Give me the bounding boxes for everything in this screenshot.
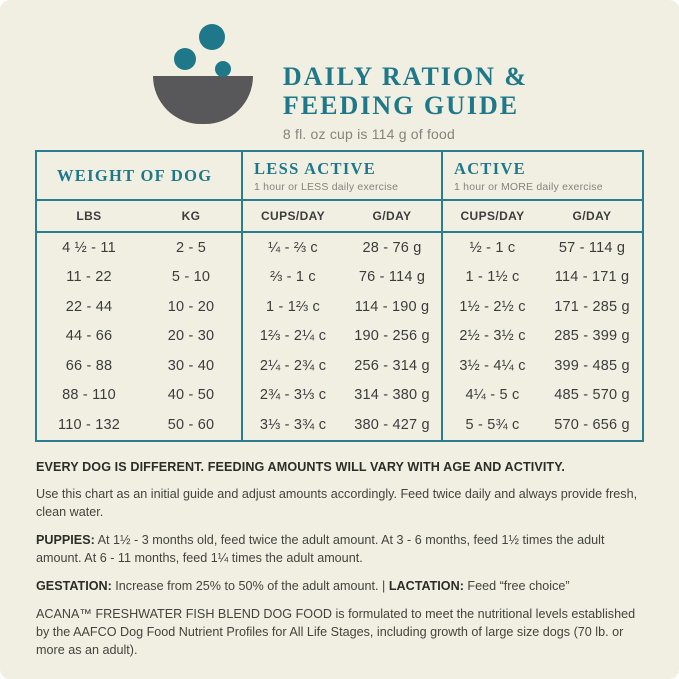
- column-header-cups-day-less: CUPS/DAY: [241, 201, 343, 231]
- table-cell: 114 - 190 g: [354, 298, 430, 315]
- notes-gestation-lactation: GESTATION: Increase from 25% to 50% of t…: [36, 578, 643, 596]
- page-title-line1: DAILY RATION &: [282, 62, 529, 91]
- puppies-text: At 1½ - 3 months old, feed twice the adu…: [36, 533, 605, 565]
- table-cell: 2¼ - 2¾ c: [241, 351, 343, 381]
- section-subtitle: 1 hour or MORE daily exercise: [454, 180, 603, 193]
- table-cell: 399 - 485 g: [554, 357, 630, 374]
- table-row: 110 - 132 50 - 60 3⅓ - 3¾ c 380 - 427 g …: [37, 410, 642, 440]
- table-cell: 4¼ - 5 c: [441, 380, 542, 410]
- table-cell: 88 - 110: [62, 387, 116, 404]
- table-row: 66 - 88 30 - 40 2¼ - 2¾ c 256 - 314 g 3½…: [37, 351, 642, 381]
- table-cell: 285 - 399 g: [554, 328, 630, 345]
- table-cell: 485 - 570 g: [554, 387, 630, 404]
- separator: |: [382, 578, 386, 593]
- table-cell: 256 - 314 g: [354, 357, 430, 374]
- table-cell: 28 - 76 g: [362, 239, 422, 256]
- gestation-text: Increase from 25% to 50% of the adult am…: [115, 578, 379, 593]
- table-cell: 2½ - 3½ c: [441, 321, 542, 351]
- table-cell: 5 - 10: [171, 269, 211, 286]
- feeding-notes: EVERY DOG IS DIFFERENT. FEEDING AMOUNTS …: [36, 459, 643, 660]
- table-cell: 10 - 20: [167, 298, 215, 315]
- feeding-table: WEIGHT OF DOG LESS ACTIVE 1 hour or LESS…: [35, 150, 644, 442]
- kibble-dot-icon: [198, 24, 225, 50]
- bowl-shape-icon: [152, 76, 253, 124]
- table-cell: 66 - 88: [65, 357, 113, 374]
- title-block: DAILY RATION & FEEDING GUIDE 8 fl. oz cu…: [283, 22, 528, 142]
- table-cell: 30 - 40: [167, 357, 215, 374]
- notes-aafco: ACANA™ FRESHWATER FISH BLEND DOG FOOD is…: [36, 606, 636, 657]
- section-subtitle: 1 hour or LESS daily exercise: [254, 180, 399, 193]
- table-row: 44 - 66 20 - 30 1⅔ - 2¼ c 190 - 256 g 2½…: [37, 321, 642, 351]
- table-cell: 1½ - 2½ c: [441, 292, 542, 322]
- cup-measure-note: 8 fl. oz cup is 114 g of food: [282, 126, 455, 143]
- table-row: 22 - 44 10 - 20 1 - 1⅔ c 114 - 190 g 1½ …: [37, 292, 642, 322]
- table-section-header-row: WEIGHT OF DOG LESS ACTIVE 1 hour or LESS…: [37, 152, 642, 201]
- page-title: DAILY RATION & FEEDING GUIDE: [283, 62, 528, 120]
- table-cell: 44 - 66: [65, 328, 113, 345]
- column-header-lbs: LBS: [76, 209, 102, 223]
- table-row: 4 ½ - 11 2 - 5 ¼ - ⅔ c 28 - 76 g ½ - 1 c…: [37, 233, 642, 263]
- kibble-dot-icon: [214, 61, 231, 77]
- table-cell: ⅔ - 1 c: [241, 262, 343, 292]
- page-title-line2: FEEDING GUIDE: [282, 91, 520, 121]
- column-header-kg: KG: [181, 209, 201, 223]
- table-cell: 1 - 1⅔ c: [241, 292, 343, 322]
- column-header-g-day-less: G/DAY: [372, 209, 412, 223]
- table-cell: 3⅓ - 3¾ c: [241, 410, 343, 440]
- notes-headline: EVERY DOG IS DIFFERENT. FEEDING AMOUNTS …: [36, 459, 565, 474]
- section-active: ACTIVE 1 hour or MORE daily exercise: [441, 152, 642, 199]
- section-title: LESS ACTIVE: [254, 158, 377, 178]
- table-cell: ½ - 1 c: [441, 233, 542, 263]
- table-cell: 4 ½ - 11: [62, 239, 116, 256]
- table-row: 11 - 22 5 - 10 ⅔ - 1 c 76 - 114 g 1 - 1½…: [37, 262, 642, 292]
- table-cell: 314 - 380 g: [354, 387, 430, 404]
- table-column-header-row: LBS KG CUPS/DAY G/DAY CUPS/DAY G/DAY: [37, 201, 642, 233]
- table-cell: 5 - 5¾ c: [441, 410, 542, 440]
- table-cell: 570 - 656 g: [554, 416, 630, 433]
- notes-puppies: PUPPIES: At 1½ - 3 months old, feed twic…: [36, 532, 643, 568]
- table-cell: 110 - 132: [58, 416, 120, 433]
- table-cell: 2 - 5: [175, 239, 206, 256]
- table-cell: 190 - 256 g: [354, 328, 430, 345]
- lactation-label: LACTATION:: [388, 578, 464, 593]
- column-header-g-day-active: G/DAY: [572, 209, 612, 223]
- table-cell: 40 - 50: [167, 387, 215, 404]
- table-row: 88 - 110 40 - 50 2¾ - 3⅓ c 314 - 380 g 4…: [37, 380, 642, 410]
- table-cell: 11 - 22: [66, 269, 112, 286]
- table-cell: 22 - 44: [65, 298, 113, 315]
- table-cell: 50 - 60: [167, 416, 215, 433]
- table-cell: 1⅔ - 2¼ c: [241, 321, 343, 351]
- kibble-dot-icon: [173, 48, 196, 70]
- table-cell: 171 - 285 g: [554, 298, 630, 315]
- table-cell: 2¾ - 3⅓ c: [241, 380, 343, 410]
- column-header-cups-day-active: CUPS/DAY: [441, 201, 542, 231]
- table-cell: 20 - 30: [167, 328, 215, 345]
- table-cell: 76 - 114 g: [358, 269, 426, 286]
- puppies-label: PUPPIES:: [36, 533, 95, 548]
- table-cell: 1 - 1½ c: [441, 262, 542, 292]
- table-cell: 3½ - 4¼ c: [441, 351, 542, 381]
- table-cell: ¼ - ⅔ c: [241, 233, 343, 263]
- table-cell: 114 - 171 g: [554, 269, 630, 286]
- notes-intro: Use this chart as an initial guide and a…: [36, 487, 638, 520]
- section-title: ACTIVE: [454, 158, 526, 178]
- section-less-active: LESS ACTIVE 1 hour or LESS daily exercis…: [241, 152, 441, 199]
- header: DAILY RATION & FEEDING GUIDE 8 fl. oz cu…: [0, 0, 679, 142]
- dog-bowl-icon: [151, 22, 257, 124]
- section-weight-of-dog: WEIGHT OF DOG: [37, 152, 241, 199]
- table-cell: 57 - 114 g: [558, 239, 626, 256]
- lactation-text: Feed “free choice”: [467, 578, 570, 593]
- gestation-label: GESTATION:: [36, 578, 112, 593]
- table-cell: 380 - 427 g: [354, 416, 430, 433]
- section-title: WEIGHT OF DOG: [57, 165, 213, 185]
